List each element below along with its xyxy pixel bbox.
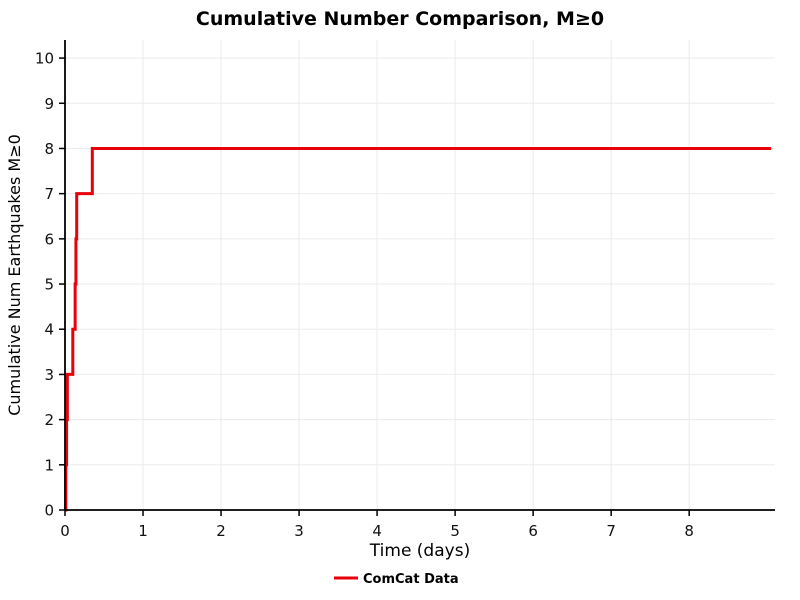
x-axis-label: Time (days): [369, 541, 470, 561]
ticks-layer: 0 1 2 3 4 5 6 7 8 0 1 2 3 4 5 6 7 8 9 10: [35, 50, 694, 540]
x-tick-label: 3: [294, 522, 304, 540]
y-tick-label: 0: [44, 502, 54, 520]
y-tick-label: 7: [44, 185, 54, 203]
axes-layer: [64, 40, 775, 511]
y-tick-label: 3: [44, 366, 54, 384]
y-tick-label: 2: [44, 411, 54, 429]
series-layer: [64, 146, 772, 512]
y-tick-label: 9: [44, 95, 54, 113]
x-tick-label: 1: [138, 522, 148, 540]
legend-entry-label: ComCat Data: [363, 572, 459, 587]
y-tick-label: 6: [44, 230, 54, 248]
y-axis-label: Cumulative Num Earthquakes M≥0: [5, 134, 24, 416]
x-tick-label: 0: [60, 522, 70, 540]
x-tick-label: 5: [450, 522, 460, 540]
y-tick-label: 5: [44, 276, 54, 294]
x-tick-label: 2: [216, 522, 226, 540]
y-tick-label: 4: [44, 321, 54, 339]
x-tick-label: 8: [684, 522, 694, 540]
x-tick-label: 7: [606, 522, 616, 540]
x-tick-label: 4: [372, 522, 382, 540]
chart-title: Cumulative Number Comparison, M≥0: [196, 8, 604, 30]
data-series-line: [64, 146, 772, 512]
x-tick-label: 6: [528, 522, 538, 540]
y-tick-label: 10: [35, 50, 54, 68]
y-tick-label: 1: [44, 456, 54, 474]
y-tick-label: 8: [44, 140, 54, 158]
legend: ComCat Data: [334, 572, 459, 587]
grid-layer: [64, 40, 775, 511]
